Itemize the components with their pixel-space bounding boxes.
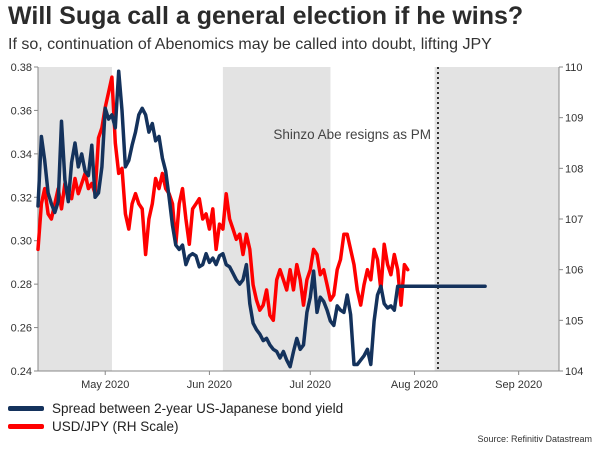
series-line-0: [36, 69, 487, 369]
left-tick-label-6: 0.36: [11, 105, 32, 117]
right-axis-ticks: 104 105 106 107 108 109 110: [559, 62, 583, 378]
legend-swatch-usdjpy: [8, 423, 44, 429]
annotation-group: Shinzo Abe resigns as PM: [273, 67, 439, 371]
right-tick-label-5: 109: [565, 113, 583, 125]
left-axis-ticks: 0.24 0.26 0.28 0.30 0.32 0.34 0.36 0.38: [11, 62, 38, 378]
left-tick-label-3: 0.30: [11, 236, 32, 248]
right-tick-label-2: 106: [565, 265, 583, 277]
x-axis-ticks: May 2020 Jun 2020 Jul 2020 Aug 2020 Sep 2020: [81, 371, 542, 391]
annotation-label: Shinzo Abe resigns as PM: [273, 127, 431, 142]
legend-label-spread: Spread between 2-year US-Japanese bond y…: [52, 400, 344, 416]
left-tick-label-4: 0.32: [11, 192, 32, 204]
line-chart: 0.240.260.280.300.320.340.360.38 1041051…: [11, 62, 584, 391]
legend-label-usdjpy: USD/JPY (RH Scale): [52, 418, 179, 434]
x-tick-label-3: Aug 2020: [391, 379, 438, 391]
shaded-period-2: [434, 67, 559, 371]
left-tick-label-7: 0.38: [11, 62, 32, 74]
legend-item-usdjpy: USD/JPY (RH Scale): [8, 417, 343, 435]
right-tick-label-1: 105: [565, 315, 583, 327]
right-tick-label-6: 110: [565, 62, 583, 74]
x-tick-label-0: May 2020: [81, 379, 129, 391]
chart-subtitle: If so, continuation of Abenomics may be …: [8, 36, 492, 53]
left-tick-label-0: 0.24: [11, 366, 32, 378]
chart-title: Will Suga call a general election if he …: [8, 2, 524, 30]
left-tick-label-2: 0.28: [11, 279, 32, 291]
x-tick-label-1: Jun 2020: [187, 379, 232, 391]
shaded-period-1: [222, 67, 331, 371]
left-tick-label-1: 0.26: [11, 323, 32, 335]
legend: Spread between 2-year US-Japanese bond y…: [8, 399, 343, 435]
series-line-1: [36, 75, 410, 323]
series-group: [36, 69, 487, 369]
x-tick-label-4: Sep 2020: [495, 379, 542, 391]
legend-item-spread: Spread between 2-year US-Japanese bond y…: [8, 399, 343, 417]
left-tick-label-5: 0.34: [11, 149, 32, 161]
right-tick-label-4: 108: [565, 163, 583, 175]
source-note: Source: Refinitiv Datastream: [477, 434, 592, 444]
x-tick-label-2: Jul 2020: [289, 379, 331, 391]
legend-swatch-spread: [8, 405, 44, 411]
right-tick-label-0: 104: [565, 366, 583, 378]
shaded-period-0: [38, 67, 112, 371]
right-tick-label-3: 107: [565, 214, 583, 226]
